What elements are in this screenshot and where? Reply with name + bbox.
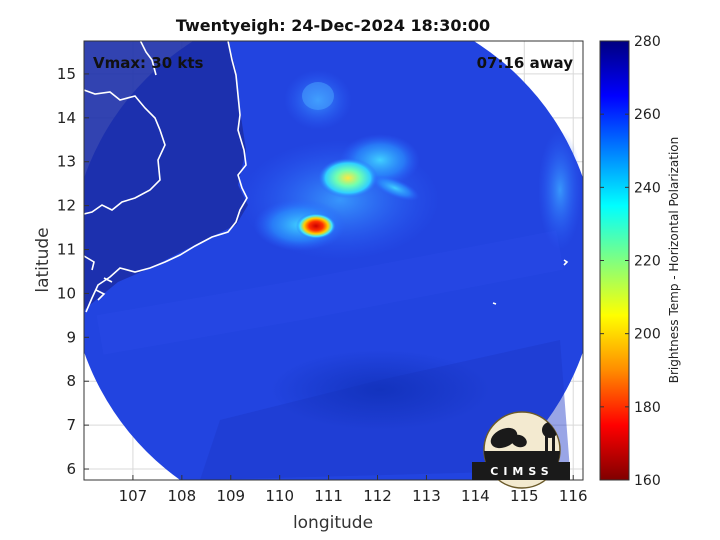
colorbar-tick-label: 240 xyxy=(634,180,661,196)
cimss-logo: CIMSS xyxy=(472,411,570,489)
chart-title: Twentyeigh: 24-Dec-2024 18:30:00 xyxy=(176,16,490,35)
time-away-label: 07:16 away xyxy=(477,54,574,72)
y-tick-label: 12 xyxy=(57,197,76,215)
y-axis: 6 7 8 9 10 11 12 13 14 15 xyxy=(57,65,89,478)
x-tick-label: 112 xyxy=(363,487,392,505)
convective-band xyxy=(318,158,378,198)
colorbar-tick-label: 220 xyxy=(634,254,661,270)
y-tick-label: 15 xyxy=(57,65,76,83)
colorbar xyxy=(599,40,630,481)
y-tick-label: 8 xyxy=(66,372,76,390)
colorbar-tick-label: 160 xyxy=(634,473,661,489)
swath-seam xyxy=(96,230,564,355)
x-tick-label: 116 xyxy=(559,487,588,505)
colorbar-title: Brightness Temp - Horizontal Polarizatio… xyxy=(667,137,681,384)
colorbar-tick-label: 260 xyxy=(634,107,661,123)
cold-core xyxy=(296,213,336,239)
dark-patch xyxy=(270,350,490,430)
x-tick-label: 115 xyxy=(510,487,539,505)
y-tick-label: 7 xyxy=(66,416,76,434)
colorbar-axis: 280 260 240 220 200 180 160 xyxy=(600,34,661,489)
plot-frame xyxy=(83,40,584,481)
x-axis: 107 108 109 110 111 112 113 114 115 116 xyxy=(119,475,588,505)
coastline xyxy=(84,41,569,313)
x-tick-label: 110 xyxy=(265,487,294,505)
logo-text: CIMSS xyxy=(490,465,553,478)
land-region xyxy=(84,41,248,310)
x-tick-label: 111 xyxy=(314,487,343,505)
edge-patch xyxy=(538,130,582,250)
y-tick-label: 11 xyxy=(57,241,76,259)
colorbar-tick-label: 180 xyxy=(634,400,661,416)
colorbar-tick-label: 280 xyxy=(634,34,661,50)
x-tick-label: 109 xyxy=(216,487,245,505)
x-tick-label: 108 xyxy=(168,487,197,505)
convective-tail xyxy=(370,175,420,201)
northern-cell-inner xyxy=(302,82,334,110)
x-tick-label: 114 xyxy=(461,487,490,505)
y-tick-label: 14 xyxy=(57,109,76,127)
vmax-label: Vmax: 30 kts xyxy=(93,54,203,72)
y-tick-label: 9 xyxy=(66,328,76,346)
x-tick-label: 113 xyxy=(412,487,441,505)
x-tick-label: 107 xyxy=(119,487,148,505)
y-tick-label: 10 xyxy=(57,284,76,302)
y-axis-title: latitude xyxy=(33,227,53,292)
x-axis-title: longitude xyxy=(293,513,373,533)
y-tick-label: 13 xyxy=(57,153,76,171)
y-tick-label: 6 xyxy=(66,460,76,478)
colorbar-tick-label: 200 xyxy=(634,327,661,343)
